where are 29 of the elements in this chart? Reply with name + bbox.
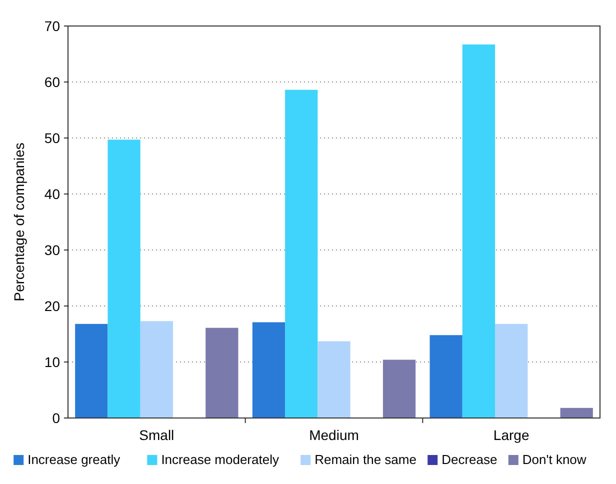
- y-tick-label: 50: [44, 130, 60, 146]
- y-axis-title: Percentage of companies: [11, 142, 27, 302]
- y-tick-label: 40: [44, 186, 60, 202]
- x-tick-label: Small: [139, 427, 174, 443]
- bar: [75, 324, 108, 418]
- y-tick-label: 70: [44, 18, 60, 34]
- bar: [108, 140, 140, 418]
- x-tick-label: Medium: [309, 427, 359, 443]
- bar: [140, 321, 173, 418]
- y-tick-label: 30: [44, 242, 60, 258]
- bar: [285, 90, 318, 418]
- y-tick-label: 60: [44, 74, 60, 90]
- legend-label: Decrease: [442, 452, 498, 467]
- bar: [495, 324, 528, 418]
- bar: [318, 341, 350, 418]
- x-tick-label: Large: [493, 427, 530, 443]
- bar: [252, 322, 286, 418]
- y-tick-label: 0: [52, 410, 60, 426]
- bar: [462, 44, 496, 418]
- bar: [430, 335, 462, 418]
- legend-label: Increase moderately: [161, 452, 280, 467]
- y-tick-label: 10: [44, 354, 60, 370]
- legend-label: Don't know: [522, 452, 587, 467]
- bar: [206, 328, 238, 418]
- bar: [560, 408, 593, 418]
- bar: [382, 360, 416, 418]
- legend-label: Remain the same: [314, 452, 416, 467]
- y-tick-label: 20: [44, 298, 60, 314]
- legend-label: Increase greatly: [28, 452, 121, 467]
